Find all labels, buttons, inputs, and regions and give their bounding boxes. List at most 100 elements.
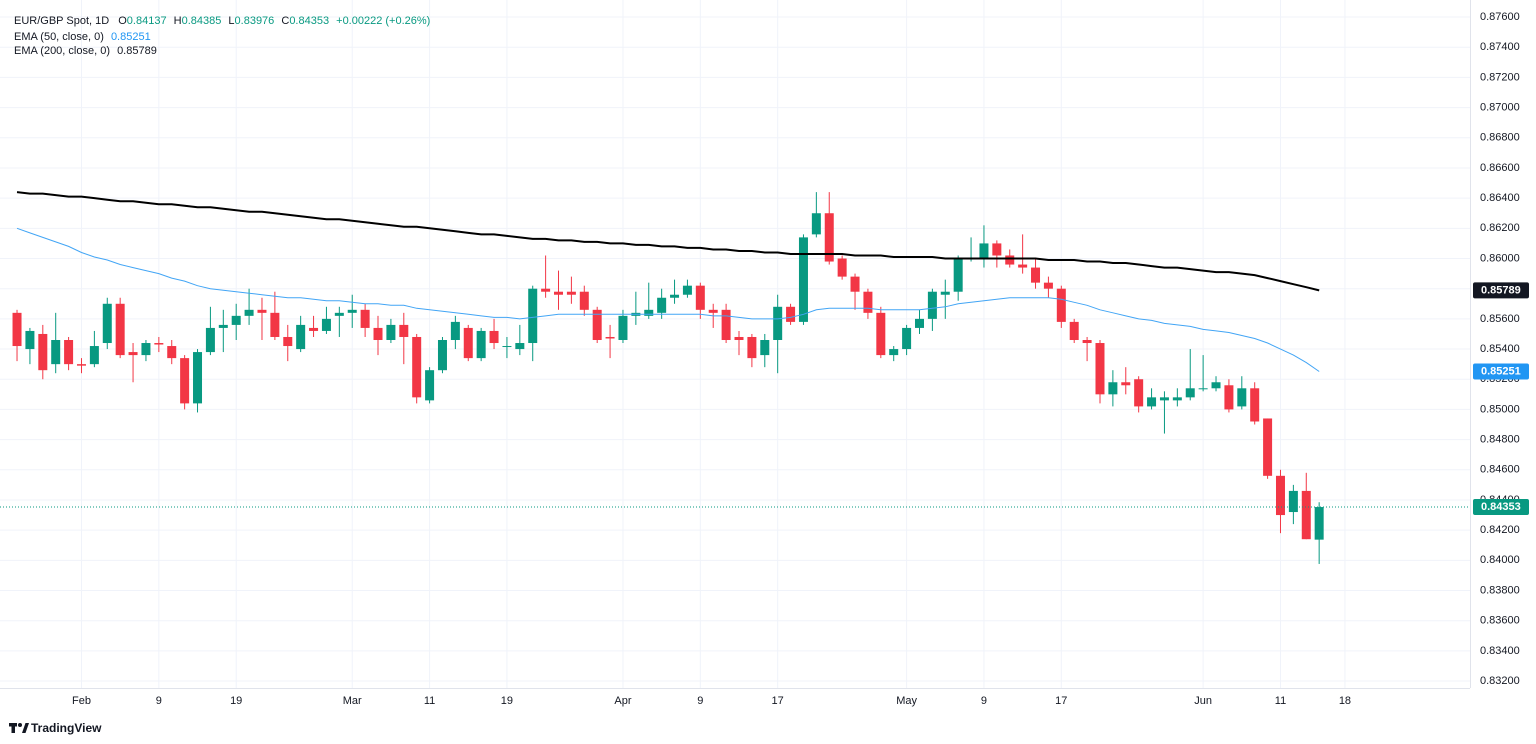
ohlc-label: C: [281, 15, 289, 27]
x-tick-label: 9: [156, 695, 162, 707]
candle-body: [386, 324, 396, 341]
candle-body: [721, 309, 731, 341]
candle-body: [321, 318, 331, 331]
legend-name: EMA (50, close, 0): [14, 31, 104, 43]
candle-body: [154, 343, 164, 345]
ohlc-label: H: [174, 15, 182, 27]
candle-body: [1198, 388, 1208, 390]
x-tick-label: Apr: [614, 695, 631, 707]
ohlc-value: 0.84137: [127, 15, 167, 27]
x-tick-label: Jun: [1194, 695, 1212, 707]
candle-body: [850, 276, 860, 292]
legend-ema50: EMA (50, close, 0) 0.85251: [14, 31, 151, 43]
legend-ema200: EMA (200, close, 0) 0.85789: [14, 45, 157, 57]
candle-body: [889, 349, 899, 356]
candle-body: [115, 303, 125, 356]
price-badge: [1473, 282, 1529, 299]
y-tick-label: 0.87600: [1480, 11, 1520, 23]
candle-body: [1185, 388, 1195, 398]
y-tick-label: 0.86400: [1480, 192, 1520, 204]
candle-body: [1018, 264, 1028, 268]
legend-value: 0.85789: [117, 45, 157, 57]
x-tick-label: 19: [501, 695, 513, 707]
candle-body: [708, 309, 718, 313]
ohlc-label: O: [118, 15, 127, 27]
candle-body: [347, 309, 357, 313]
change: +0.00222 (+0.26%): [336, 15, 430, 27]
candle-body: [38, 333, 48, 371]
candle-body: [515, 343, 525, 350]
candle-body: [502, 346, 512, 348]
candle-body: [979, 243, 989, 259]
candle-body: [1275, 475, 1285, 516]
candle-body: [141, 343, 151, 356]
candle-body: [218, 324, 228, 328]
candle-body: [734, 336, 744, 341]
price-badge: [1473, 363, 1529, 380]
candle-body: [1134, 379, 1144, 407]
candle-body: [837, 258, 847, 277]
y-tick-label: 0.86200: [1480, 222, 1520, 234]
candle-body: [863, 291, 873, 313]
candle-body: [927, 291, 937, 319]
candle-body: [682, 285, 692, 295]
candle-body: [373, 327, 383, 341]
candle-body: [670, 294, 680, 298]
candle-body: [437, 340, 447, 371]
candle-body: [12, 312, 22, 347]
candle-body: [760, 340, 770, 356]
candle-body: [786, 306, 796, 322]
x-tick-label: 18: [1339, 695, 1351, 707]
candle-body: [605, 336, 615, 339]
candle-body: [334, 312, 344, 316]
candle-body: [64, 340, 74, 365]
candle-body: [425, 370, 435, 401]
y-tick-label: 0.84200: [1480, 524, 1520, 536]
y-tick-label: 0.84800: [1480, 434, 1520, 446]
candle-body: [566, 291, 576, 295]
legend-main: EUR/GBP Spot, 1D O0.84137 H0.84385 L0.83…: [14, 15, 430, 27]
candle-body: [1121, 382, 1131, 386]
y-tick-label: 0.86600: [1480, 162, 1520, 174]
candle-body: [231, 315, 241, 325]
candle-body: [1056, 288, 1066, 322]
candle-body: [1069, 321, 1079, 341]
x-tick-label: 17: [1055, 695, 1067, 707]
logo-part: [18, 723, 22, 727]
y-tick-label: 0.83400: [1480, 645, 1520, 657]
candle-body: [193, 352, 203, 404]
candle-body: [798, 237, 808, 322]
candle-body: [463, 327, 473, 359]
candle-body: [528, 288, 538, 344]
x-tick-label: 11: [1275, 695, 1286, 707]
candle-body: [1250, 388, 1260, 422]
x-tick-label: 17: [772, 695, 784, 707]
candle-body: [128, 352, 138, 356]
candle-body: [811, 213, 821, 235]
candle-body: [747, 336, 757, 359]
candle-body: [450, 321, 460, 341]
ema-line: [16, 191, 1320, 292]
candle-body: [1211, 382, 1221, 389]
y-tick-label: 0.87000: [1480, 102, 1520, 114]
candle-body: [309, 327, 319, 331]
candle-body: [1314, 507, 1324, 540]
axes: 0.87600 0.87400 0.87200 0.87000 0.86800 0.866…: [72, 11, 1529, 707]
x-tick-label: May: [896, 695, 917, 707]
candle-body: [940, 291, 950, 295]
candle-body: [180, 358, 190, 404]
brand-logo: [9, 723, 29, 733]
candle-body: [76, 364, 86, 366]
candle-body: [773, 306, 783, 341]
candle-body: [1224, 385, 1234, 410]
brand: TradingView: [31, 721, 102, 735]
candle-body: [541, 288, 551, 292]
candle-body: [902, 327, 912, 350]
y-tick-label: 0.87400: [1480, 41, 1520, 53]
x-tick-label: 9: [697, 695, 703, 707]
candle-body: [476, 330, 486, 359]
ohlc-label: L: [228, 15, 234, 27]
candle-body: [412, 336, 422, 398]
y-tick-label: 0.85400: [1480, 343, 1520, 355]
